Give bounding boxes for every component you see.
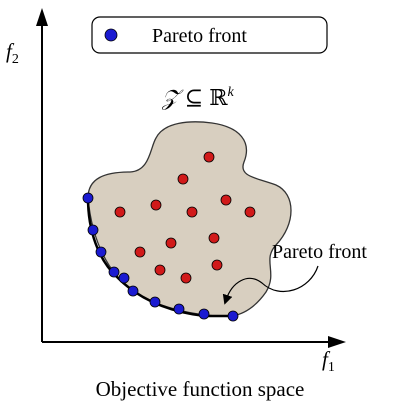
pareto-point <box>227 310 239 322</box>
x-axis-label: f1 <box>322 347 335 375</box>
caption: Objective function space <box>96 377 305 401</box>
interior-point <box>180 272 192 284</box>
pareto-points <box>82 192 239 322</box>
interior-point <box>134 246 146 258</box>
legend-marker <box>104 28 118 42</box>
region-label: 𝒵 ⊆ ℝk <box>161 85 234 110</box>
interior-point <box>150 199 162 211</box>
pareto-point <box>87 224 99 236</box>
pareto-point <box>173 303 185 315</box>
legend-box <box>91 16 328 54</box>
interior-point <box>244 206 256 218</box>
pareto-front-annotation: Pareto front <box>272 241 367 263</box>
interior-point <box>165 237 177 249</box>
legend-label: Pareto front <box>152 25 247 47</box>
pareto-point <box>82 192 94 204</box>
pareto-point <box>118 272 130 284</box>
interior-point <box>203 151 215 163</box>
objective-region <box>87 121 292 317</box>
annotation-arrow <box>222 265 319 305</box>
pareto-point <box>95 246 107 258</box>
interior-point <box>220 194 232 206</box>
interior-point <box>211 259 223 271</box>
pareto-point <box>127 285 139 297</box>
interior-point <box>177 173 189 185</box>
y-axis-arrowhead <box>36 8 48 26</box>
interior-point <box>154 264 166 276</box>
legend: Pareto front <box>91 16 328 54</box>
interior-points <box>114 151 256 284</box>
axes: f2 f1 <box>6 8 346 375</box>
interior-point <box>186 206 198 218</box>
y-axis-label: f2 <box>6 39 19 67</box>
interior-point <box>114 206 126 218</box>
pareto-point <box>108 266 120 278</box>
pareto-point <box>149 296 161 308</box>
x-axis-arrowhead <box>328 336 346 348</box>
interior-point <box>208 232 220 244</box>
pareto-point <box>198 308 210 320</box>
